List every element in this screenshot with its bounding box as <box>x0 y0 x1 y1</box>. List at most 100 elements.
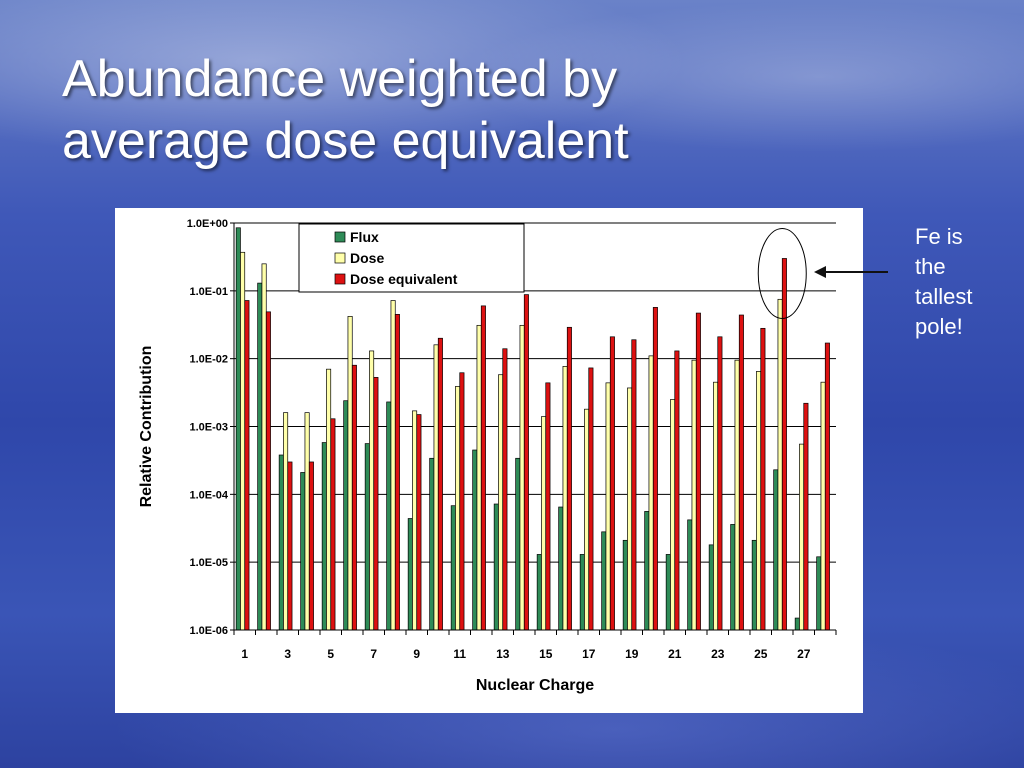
bar-flux <box>450 505 456 631</box>
y-tick-label: 1.0E-01 <box>189 286 228 298</box>
y-tick-label: 1.0E-03 <box>189 422 228 434</box>
bar-dose <box>777 298 783 631</box>
bar-flux <box>493 503 499 631</box>
x-tick-label: 9 <box>413 647 420 661</box>
bar-dose <box>713 381 719 631</box>
bar-dose-equivalent <box>717 336 723 631</box>
bar-dose <box>369 350 375 631</box>
bar-dose-equivalent <box>373 377 379 631</box>
bar-dose <box>541 416 547 631</box>
bar-flux <box>364 443 370 631</box>
bar-flux <box>816 556 822 631</box>
bar-flux <box>644 511 650 631</box>
bar-flux <box>751 539 757 631</box>
bar-flux <box>579 554 585 631</box>
x-tick-label: 27 <box>797 647 811 661</box>
bar-dose <box>584 408 590 631</box>
bar-flux <box>601 531 607 631</box>
bar-dose <box>799 443 805 631</box>
legend-label-dose-equivalent: Dose equivalent <box>350 271 458 287</box>
bar-dose <box>433 344 439 631</box>
bar-dose-equivalent <box>545 382 551 631</box>
bar-dose-equivalent <box>523 294 529 631</box>
bar-flux <box>558 506 564 631</box>
y-tick-label: 1.0E-06 <box>189 625 228 637</box>
bar-flux <box>472 449 478 631</box>
bar-flux <box>773 469 779 631</box>
bar-flux <box>687 519 693 631</box>
bar-dose <box>283 412 289 631</box>
y-tick-label: 1.0E+00 <box>187 218 228 230</box>
bar-flux <box>730 524 736 631</box>
bar-dose-equivalent <box>437 337 443 631</box>
y-tick-label: 1.0E-04 <box>189 489 228 501</box>
bar-dose <box>326 368 332 631</box>
bar-flux <box>536 554 542 631</box>
bar-dose-equivalent <box>308 461 314 631</box>
legend-swatch-dose-equivalent <box>334 273 346 285</box>
bar-flux <box>708 544 714 631</box>
bar-dose-equivalent <box>566 326 572 631</box>
bar-dose-equivalent <box>631 339 637 631</box>
bar-dose-equivalent <box>502 348 508 631</box>
callout-line-4: pole! <box>915 314 963 339</box>
y-tick-label: 1.0E-02 <box>189 354 228 366</box>
bar-dose-equivalent <box>351 364 357 631</box>
x-tick-label: 3 <box>284 647 291 661</box>
legend-label-flux: Flux <box>350 229 379 245</box>
bar-dose-equivalent <box>287 461 293 631</box>
bar-dose <box>670 399 676 631</box>
bar-flux <box>665 554 671 631</box>
bar-dose <box>756 371 762 631</box>
bar-dose <box>412 410 418 631</box>
bar-dose-equivalent <box>674 350 680 631</box>
callout-line-2: the <box>915 254 946 279</box>
bar-dose-equivalent <box>588 367 594 631</box>
bar-flux <box>278 454 284 631</box>
bar-dose-equivalent <box>330 418 336 631</box>
x-axis-title: Nuclear Charge <box>476 677 594 694</box>
bar-flux <box>407 518 413 631</box>
bar-dose <box>498 374 504 631</box>
bar-dose-equivalent <box>652 307 658 631</box>
bar-dose-equivalent <box>416 414 422 631</box>
x-tick-label: 1 <box>241 647 248 661</box>
highlight-ellipse <box>757 227 807 319</box>
bar-flux <box>343 400 349 631</box>
bar-flux <box>321 442 327 631</box>
bar-dose-equivalent <box>265 311 271 631</box>
bar-dose <box>562 366 568 631</box>
callout-line-3: tallest <box>915 284 973 309</box>
bar-dose-equivalent <box>609 336 615 631</box>
bar-dose <box>734 359 740 631</box>
bar-dose-equivalent <box>480 305 486 631</box>
x-tick-label: 19 <box>625 647 639 661</box>
callout-text: Fe is the tallest pole! <box>915 222 1005 342</box>
bar-dose-equivalent <box>760 327 766 631</box>
x-tick-label: 21 <box>668 647 682 661</box>
bar-dose-equivalent <box>824 342 830 631</box>
bar-flux <box>386 401 392 631</box>
bar-dose-equivalent <box>803 402 809 631</box>
bar-dose <box>605 382 611 631</box>
slide-title-line-1: Abundance weighted by <box>62 50 618 108</box>
bar-flux <box>257 282 263 631</box>
x-tick-label: 7 <box>370 647 377 661</box>
x-tick-label: 5 <box>327 647 334 661</box>
bar-dose <box>390 300 396 631</box>
bar-flux <box>622 539 628 631</box>
bar-dose <box>820 381 826 631</box>
bar-dose <box>261 263 267 631</box>
bar-dose <box>648 355 654 631</box>
bar-dose <box>519 324 525 631</box>
callout-arrow-icon <box>814 266 888 278</box>
bar-dose <box>627 387 633 631</box>
callout-line-1: Fe is <box>915 224 963 249</box>
y-axis-title: Relative Contribution <box>138 346 155 508</box>
bar-dose <box>691 359 697 631</box>
bar-dose <box>240 251 246 631</box>
bar-flux <box>300 472 306 631</box>
chart-panel: 1.0E+00 1.0E-01 1.0E-02 1.0E-03 1.0E-04 1.0E-… <box>115 208 863 713</box>
legend-swatch-flux <box>334 231 346 243</box>
bar-flux <box>429 457 435 631</box>
